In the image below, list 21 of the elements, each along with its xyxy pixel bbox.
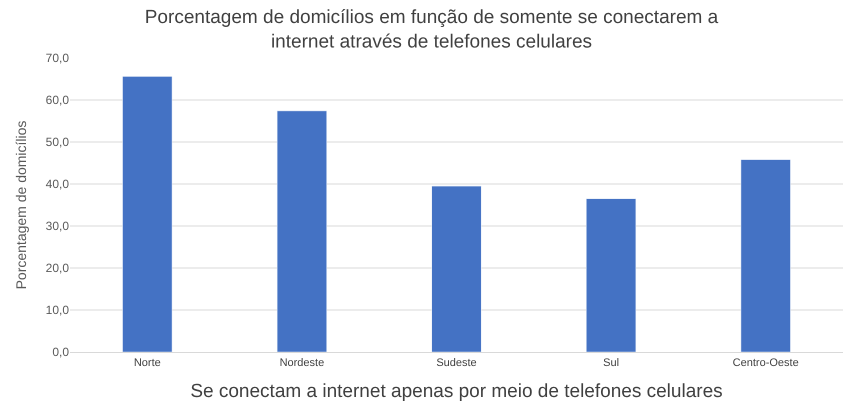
y-tick-label: 0,0: [52, 345, 70, 360]
bar: [740, 159, 791, 352]
chart-title: Porcentagem de domicílios em função de somente se conectarem a internet através de telefones celulares: [144, 6, 719, 52]
y-axis-title: Porcentagem de domicílios: [13, 120, 30, 290]
bar: [432, 186, 482, 352]
x-tick-label: Nordeste: [280, 357, 324, 370]
y-tick-label: 40,0: [46, 177, 70, 192]
bar: [122, 76, 172, 352]
x-tick-label: Sudeste: [436, 357, 477, 370]
x-axis-title: Se conectam a internet apenas por meio de telefones celulares: [190, 381, 723, 402]
y-tick-label: 10,0: [46, 303, 70, 318]
y-tick-label: 50,0: [46, 135, 70, 150]
x-tick-label: Sul: [603, 357, 620, 370]
y-tick-label: 20,0: [46, 261, 70, 276]
y-tick-label: 60,0: [46, 93, 70, 108]
bar: [586, 198, 636, 352]
y-tick-label: 70,0: [46, 51, 70, 66]
x-tick-label: Centro-Oeste: [732, 357, 799, 370]
y-tick-label: 30,0: [46, 219, 70, 234]
bar: [276, 110, 327, 352]
x-tick-label: Norte: [134, 357, 161, 370]
